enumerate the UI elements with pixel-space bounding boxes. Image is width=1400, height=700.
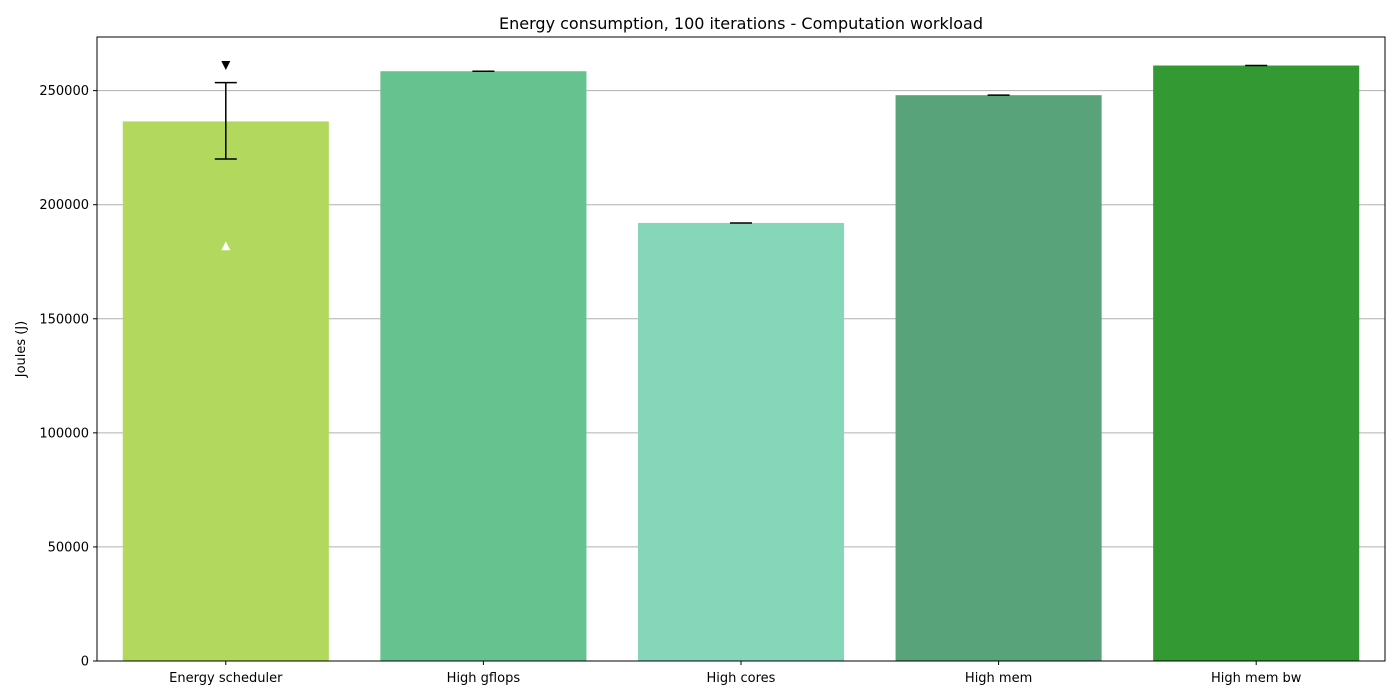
y-tick-label: 150000 — [39, 312, 89, 327]
x-tick-label: High mem — [965, 671, 1032, 686]
y-tick-label: 100000 — [39, 426, 89, 441]
marker-triangle-down — [221, 61, 231, 71]
bar — [895, 95, 1102, 662]
bar — [122, 121, 329, 662]
bar — [637, 222, 845, 661]
error-bars — [214, 64, 1268, 224]
y-tick-label: 50000 — [48, 540, 89, 555]
x-tick-label: High mem bw — [1211, 671, 1302, 686]
y-axis-label: Joules (J) — [14, 321, 29, 379]
y-tick-label: 250000 — [39, 84, 89, 99]
bars — [122, 65, 1360, 662]
marker-triangle-up — [221, 241, 231, 251]
x-tick-label: Energy scheduler — [169, 671, 283, 686]
x-tick-label: High gflops — [447, 671, 521, 686]
y-tick-label: 200000 — [39, 198, 89, 213]
y-axis: 0 50000 100000 150000 200000 250000 — [39, 84, 97, 670]
bar — [1153, 65, 1360, 662]
x-tick-label: High cores — [707, 671, 776, 686]
y-tick-label: 0 — [81, 655, 89, 670]
markers — [221, 61, 231, 251]
chart-title: Energy consumption, 100 iterations - Com… — [499, 14, 983, 33]
x-axis: Energy scheduler High gflops High cores Hig… — [169, 661, 1302, 686]
bar — [380, 71, 587, 662]
